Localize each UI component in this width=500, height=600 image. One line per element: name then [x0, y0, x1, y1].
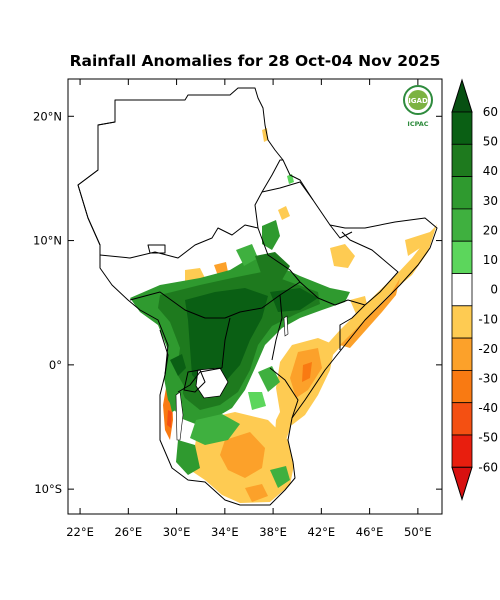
map-frame-border: [67, 78, 443, 515]
lon-tick-label: 34°E: [211, 525, 239, 539]
colorbar-swatch: [451, 273, 473, 307]
lat-tick-label: 10°N: [33, 234, 62, 248]
colorbar-label: 30: [483, 194, 498, 208]
wet-region-kenya-pale: [248, 392, 266, 410]
dry-region-tanzania-south: [245, 484, 268, 502]
colorbar: 60 50 40 30 20 10 0 -10 -20 -30 -40 -50 -60: [451, 78, 498, 501]
wet-region-ethiopia-3: [255, 252, 290, 280]
wet-region-kenya-central: [258, 366, 280, 392]
lon-tick-label: 46°E: [356, 525, 384, 539]
dry-region-somalia-north: [405, 226, 436, 256]
colorbar-label: -10: [478, 312, 498, 326]
lat-tick-label: 20°N: [33, 109, 62, 123]
colorbar-label: 40: [483, 164, 498, 178]
colorbar-label: 10: [483, 253, 498, 267]
wet-region-tanzania-w: [176, 440, 200, 475]
lon-tick-label: 42°E: [308, 525, 336, 539]
colorbar-label: -40: [478, 401, 498, 415]
dry-region-somalia-core: [340, 278, 400, 348]
colorbar-label: 20: [483, 223, 498, 237]
colorbar-label: 0: [490, 283, 498, 297]
colorbar-swatch: [451, 434, 473, 468]
colorbar-swatch: [451, 305, 473, 339]
logo-globe: [408, 90, 428, 110]
map-content: [77, 87, 438, 506]
lon-tick-label: 30°E: [163, 525, 191, 539]
lake-tanganyika: [175, 391, 184, 441]
colorbar-arrow-bottom: [451, 466, 473, 501]
colorbar-label: -30: [478, 371, 498, 385]
igad-logo: IGAD ICPAC: [403, 85, 433, 128]
lon-tick-label: 26°E: [114, 525, 142, 539]
region-outline: [77, 87, 438, 506]
logo-org-bottom: ICPAC: [407, 120, 428, 128]
dry-region-ethiopia-n: [278, 206, 290, 220]
dry-region-tanzania-core: [220, 432, 265, 478]
dry-region-djibouti: [350, 296, 368, 314]
wet-region-core-dark: [185, 288, 268, 388]
colorbar-label: -50: [478, 431, 498, 445]
dry-region-ethiopia-e: [330, 244, 355, 268]
logo-org-top: IGAD: [408, 97, 428, 105]
dry-region-kenya-hotspot: [302, 362, 312, 382]
wet-region-tanzania-nw: [190, 414, 240, 445]
colorbar-swatch: [451, 176, 473, 210]
lat-tick-label: 0°: [49, 358, 62, 372]
lon-tick-label: 38°E: [259, 525, 287, 539]
colorbar-label: -60: [478, 460, 498, 474]
colorbar-swatch: [451, 369, 473, 404]
dry-anomaly-regions: [163, 128, 437, 503]
map-title: Rainfall Anomalies for 28 Oct-04 Nov 202…: [69, 52, 441, 70]
colorbar-swatch: [451, 240, 473, 274]
colorbar-label: -20: [478, 342, 498, 356]
wet-region-west-2: [170, 354, 186, 376]
longitude-axis: 22°E 26°E 30°E 34°E 38°E 42°E 46°E 50°E: [66, 79, 432, 539]
country-borders: [77, 87, 438, 506]
dry-region-west-edge-core: [167, 410, 172, 428]
lat-tick-label: 10°S: [34, 482, 62, 496]
colorbar-swatch: [451, 402, 473, 436]
dry-region-somalia: [274, 224, 437, 455]
colorbar-swatch: [451, 143, 473, 178]
colorbar-swatch: [451, 337, 473, 371]
colorbar-label: 50: [483, 135, 498, 149]
lon-tick-label: 50°E: [404, 525, 432, 539]
colorbar-label: 60: [483, 105, 498, 119]
latitude-axis: 20°N 10°N 0° 10°S: [33, 109, 442, 496]
colorbar-arrow-top: [451, 78, 473, 113]
wet-region-ethiopia-1: [262, 220, 280, 250]
wet-region-ethiopia-2: [236, 244, 258, 266]
lon-tick-label: 22°E: [66, 525, 94, 539]
wet-region-tanzania-sw: [270, 466, 290, 488]
colorbar-swatch: [451, 208, 473, 242]
lake-turkana: [283, 315, 289, 337]
colorbar-swatch: [451, 111, 473, 145]
